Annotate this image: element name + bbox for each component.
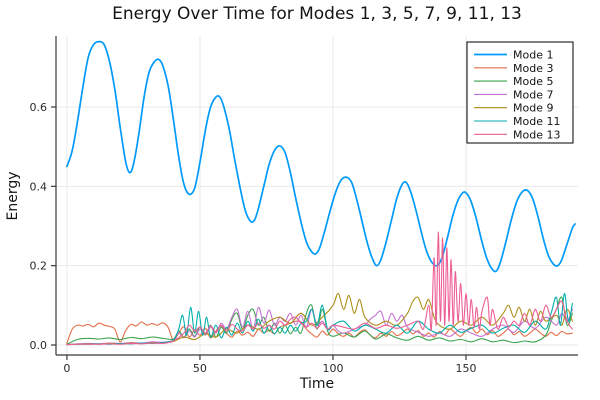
legend-box [466,41,574,144]
y-tick-label: 0.6 [30,101,48,114]
x-tick-label: 50 [193,362,207,375]
y-tick-label: 0.2 [30,260,48,273]
legend-label: Mode 13 [513,128,560,141]
series-line-mode-11 [66,292,573,346]
legend-label: Mode 9 [513,102,553,115]
series-line-mode-3 [66,320,573,344]
series-line-mode-1 [66,40,576,273]
legend-label: Mode 5 [513,75,553,88]
x-tick-label: 0 [63,362,70,375]
x-tick-label: 100 [322,362,343,375]
y-axis-label: Energy [5,171,21,221]
legend-label: Mode 7 [513,88,553,101]
x-tick-label: 150 [455,362,476,375]
legend-label: Mode 11 [513,115,560,128]
chart-title: Energy Over Time for Modes 1, 3, 5, 7, 9… [112,4,522,24]
series-group [66,40,576,346]
legend-label: Mode 1 [513,49,553,62]
legend-label: Mode 3 [513,62,553,75]
y-tick-label: 0.0 [30,339,48,352]
x-axis-label: Time [299,376,335,392]
y-tick-label: 0.4 [30,180,48,193]
series-line-mode-13 [66,231,573,346]
